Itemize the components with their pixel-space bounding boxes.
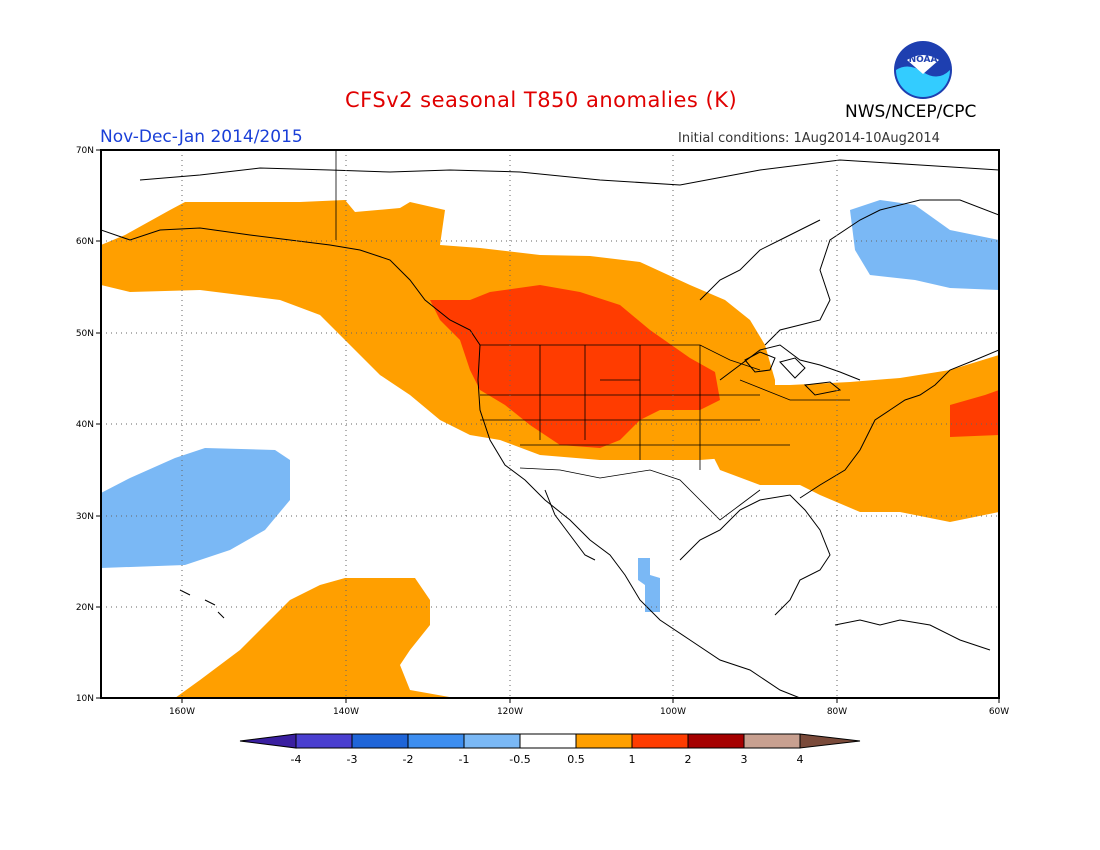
colorbar-label: -0.5 — [509, 753, 530, 766]
anomaly-warm-subtropical — [175, 578, 455, 698]
colorbar-label: -4 — [291, 753, 302, 766]
anomaly-cool-baja — [638, 558, 660, 612]
colorbar-swatch — [295, 733, 353, 749]
colorbar-label: 2 — [685, 753, 692, 766]
colorbar-label: -2 — [403, 753, 414, 766]
lon-label: 140W — [333, 707, 359, 717]
colorbar-swatch — [575, 733, 633, 749]
lon-label: 120W — [497, 707, 523, 717]
lon-label: 100W — [660, 707, 686, 717]
colorbar-label: 0.5 — [567, 753, 585, 766]
colorbar-label: 1 — [629, 753, 636, 766]
colorbar-swatch — [351, 733, 409, 749]
anomaly-cool-pacific — [101, 448, 290, 568]
colorbar-swatch — [519, 733, 577, 749]
political-borders — [335, 150, 850, 521]
initial-conditions: Initial conditions: 1Aug2014-10Aug2014 — [678, 131, 940, 146]
colorbar — [239, 733, 861, 749]
lat-label: 20N — [76, 603, 94, 613]
lat-label: 70N — [76, 146, 94, 156]
great-lakes — [744, 351, 842, 396]
map-title: CFSv2 seasonal T850 anomalies (K) — [345, 88, 738, 112]
lon-label: 80W — [827, 707, 847, 717]
colorbar-swatch — [799, 733, 861, 749]
agency-label: NWS/NCEP/CPC — [845, 102, 977, 122]
season-label: Nov-Dec-Jan 2014/2015 — [100, 127, 303, 147]
logo-text: NOAA — [909, 55, 938, 65]
colorbar-swatch — [407, 733, 465, 749]
anomaly-warm-north — [101, 200, 775, 460]
anomaly-hot-atlantic — [950, 390, 999, 437]
lat-label: 60N — [76, 237, 94, 247]
noaa-logo: NOAA — [894, 41, 952, 99]
anomaly-warm-east — [700, 355, 999, 522]
colorbar-label: -1 — [459, 753, 470, 766]
colorbar-label: 4 — [797, 753, 804, 766]
anomaly-hot-northwest — [430, 285, 720, 448]
colorbar-swatch — [743, 733, 801, 749]
colorbar-swatch — [239, 733, 297, 749]
colorbar-swatch — [687, 733, 745, 749]
anomaly-cool-labrador — [850, 200, 999, 290]
lon-label: 60W — [989, 707, 1009, 717]
colorbar-label: 3 — [741, 753, 748, 766]
colorbar-label: -3 — [347, 753, 358, 766]
lat-label: 10N — [76, 694, 94, 704]
lat-label: 50N — [76, 329, 94, 339]
colorbar-swatch — [631, 733, 689, 749]
lon-label: 160W — [169, 707, 195, 717]
lat-label: 30N — [76, 512, 94, 522]
colorbar-swatch — [463, 733, 521, 749]
lat-label: 40N — [76, 420, 94, 430]
